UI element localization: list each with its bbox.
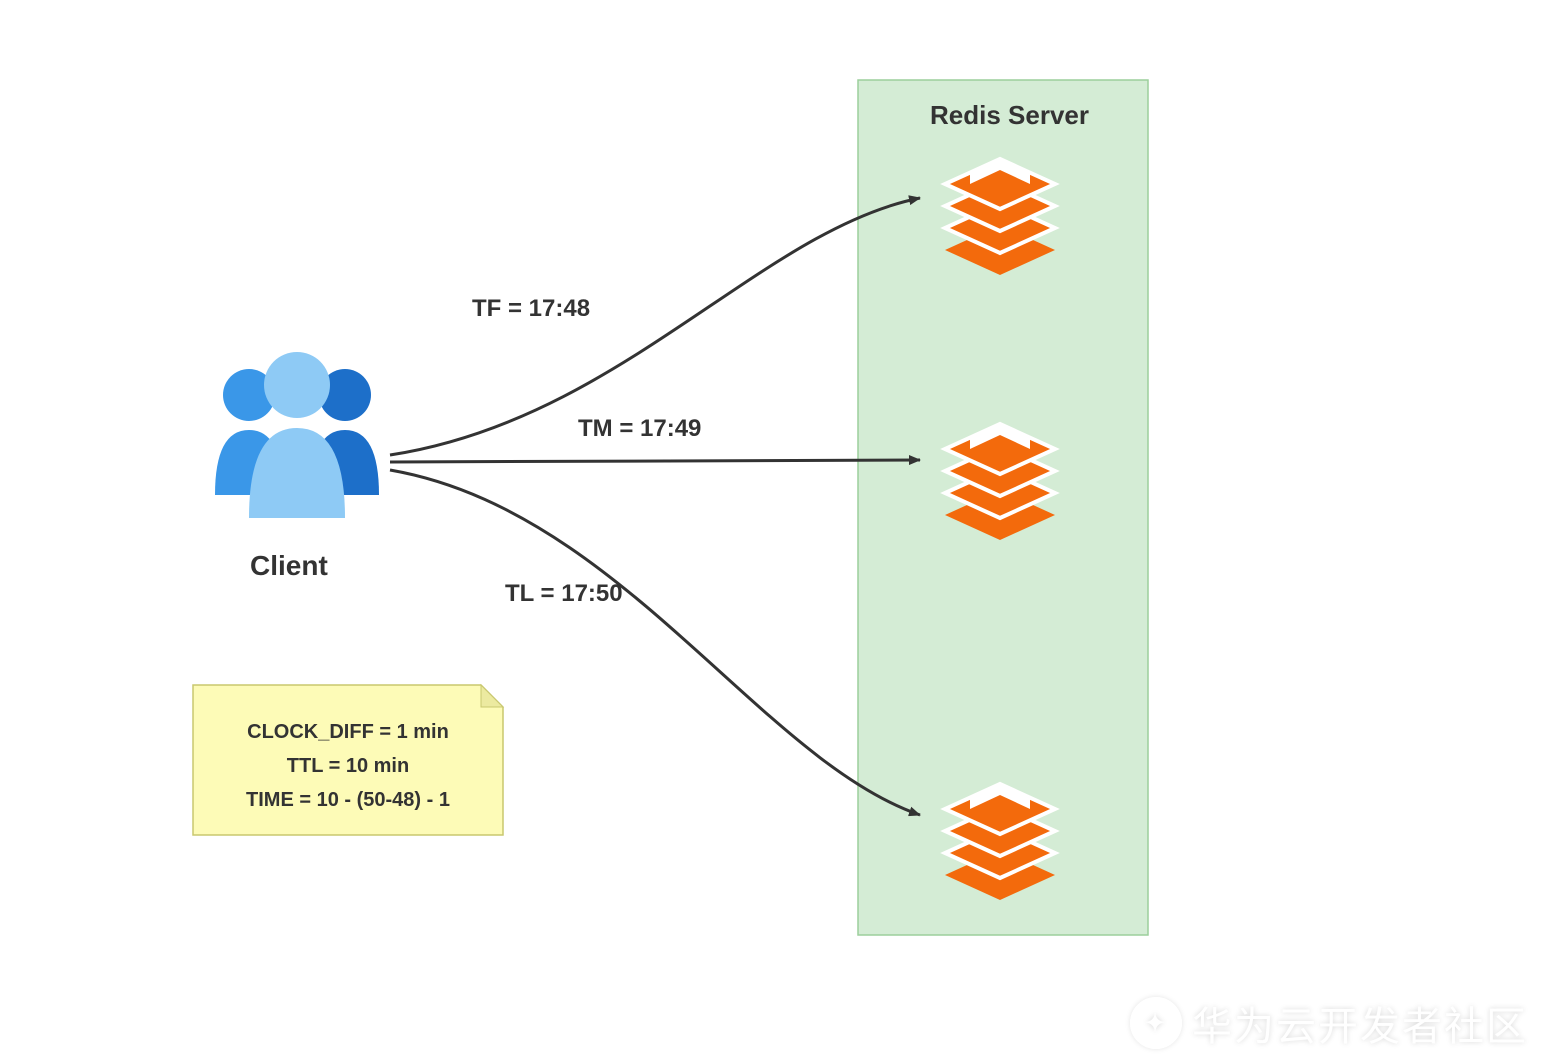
watermark-icon: ✦ [1130,997,1182,1049]
note-line-2: TTL = 10 min [193,749,503,783]
edge-tm [390,460,920,462]
edge-label-tf: TF = 17:48 [472,295,590,323]
note-box: CLOCK_DIFF = 1 min TTL = 10 min TIME = 1… [193,715,503,817]
edge-label-tm: TM = 17:49 [578,415,701,443]
client-label: Client [250,550,328,582]
client-icon [215,352,379,518]
diagram-canvas [0,0,1548,1062]
watermark-text: 华为云开发者社区 [1192,994,1528,1052]
note-line-1: CLOCK_DIFF = 1 min [193,715,503,749]
edge-label-tl: TL = 17:50 [505,580,623,608]
note-line-3: TIME = 10 - (50-48) - 1 [193,783,503,817]
watermark: ✦ 华为云开发者社区 [1130,994,1528,1052]
server-title: Redis Server [930,100,1089,131]
